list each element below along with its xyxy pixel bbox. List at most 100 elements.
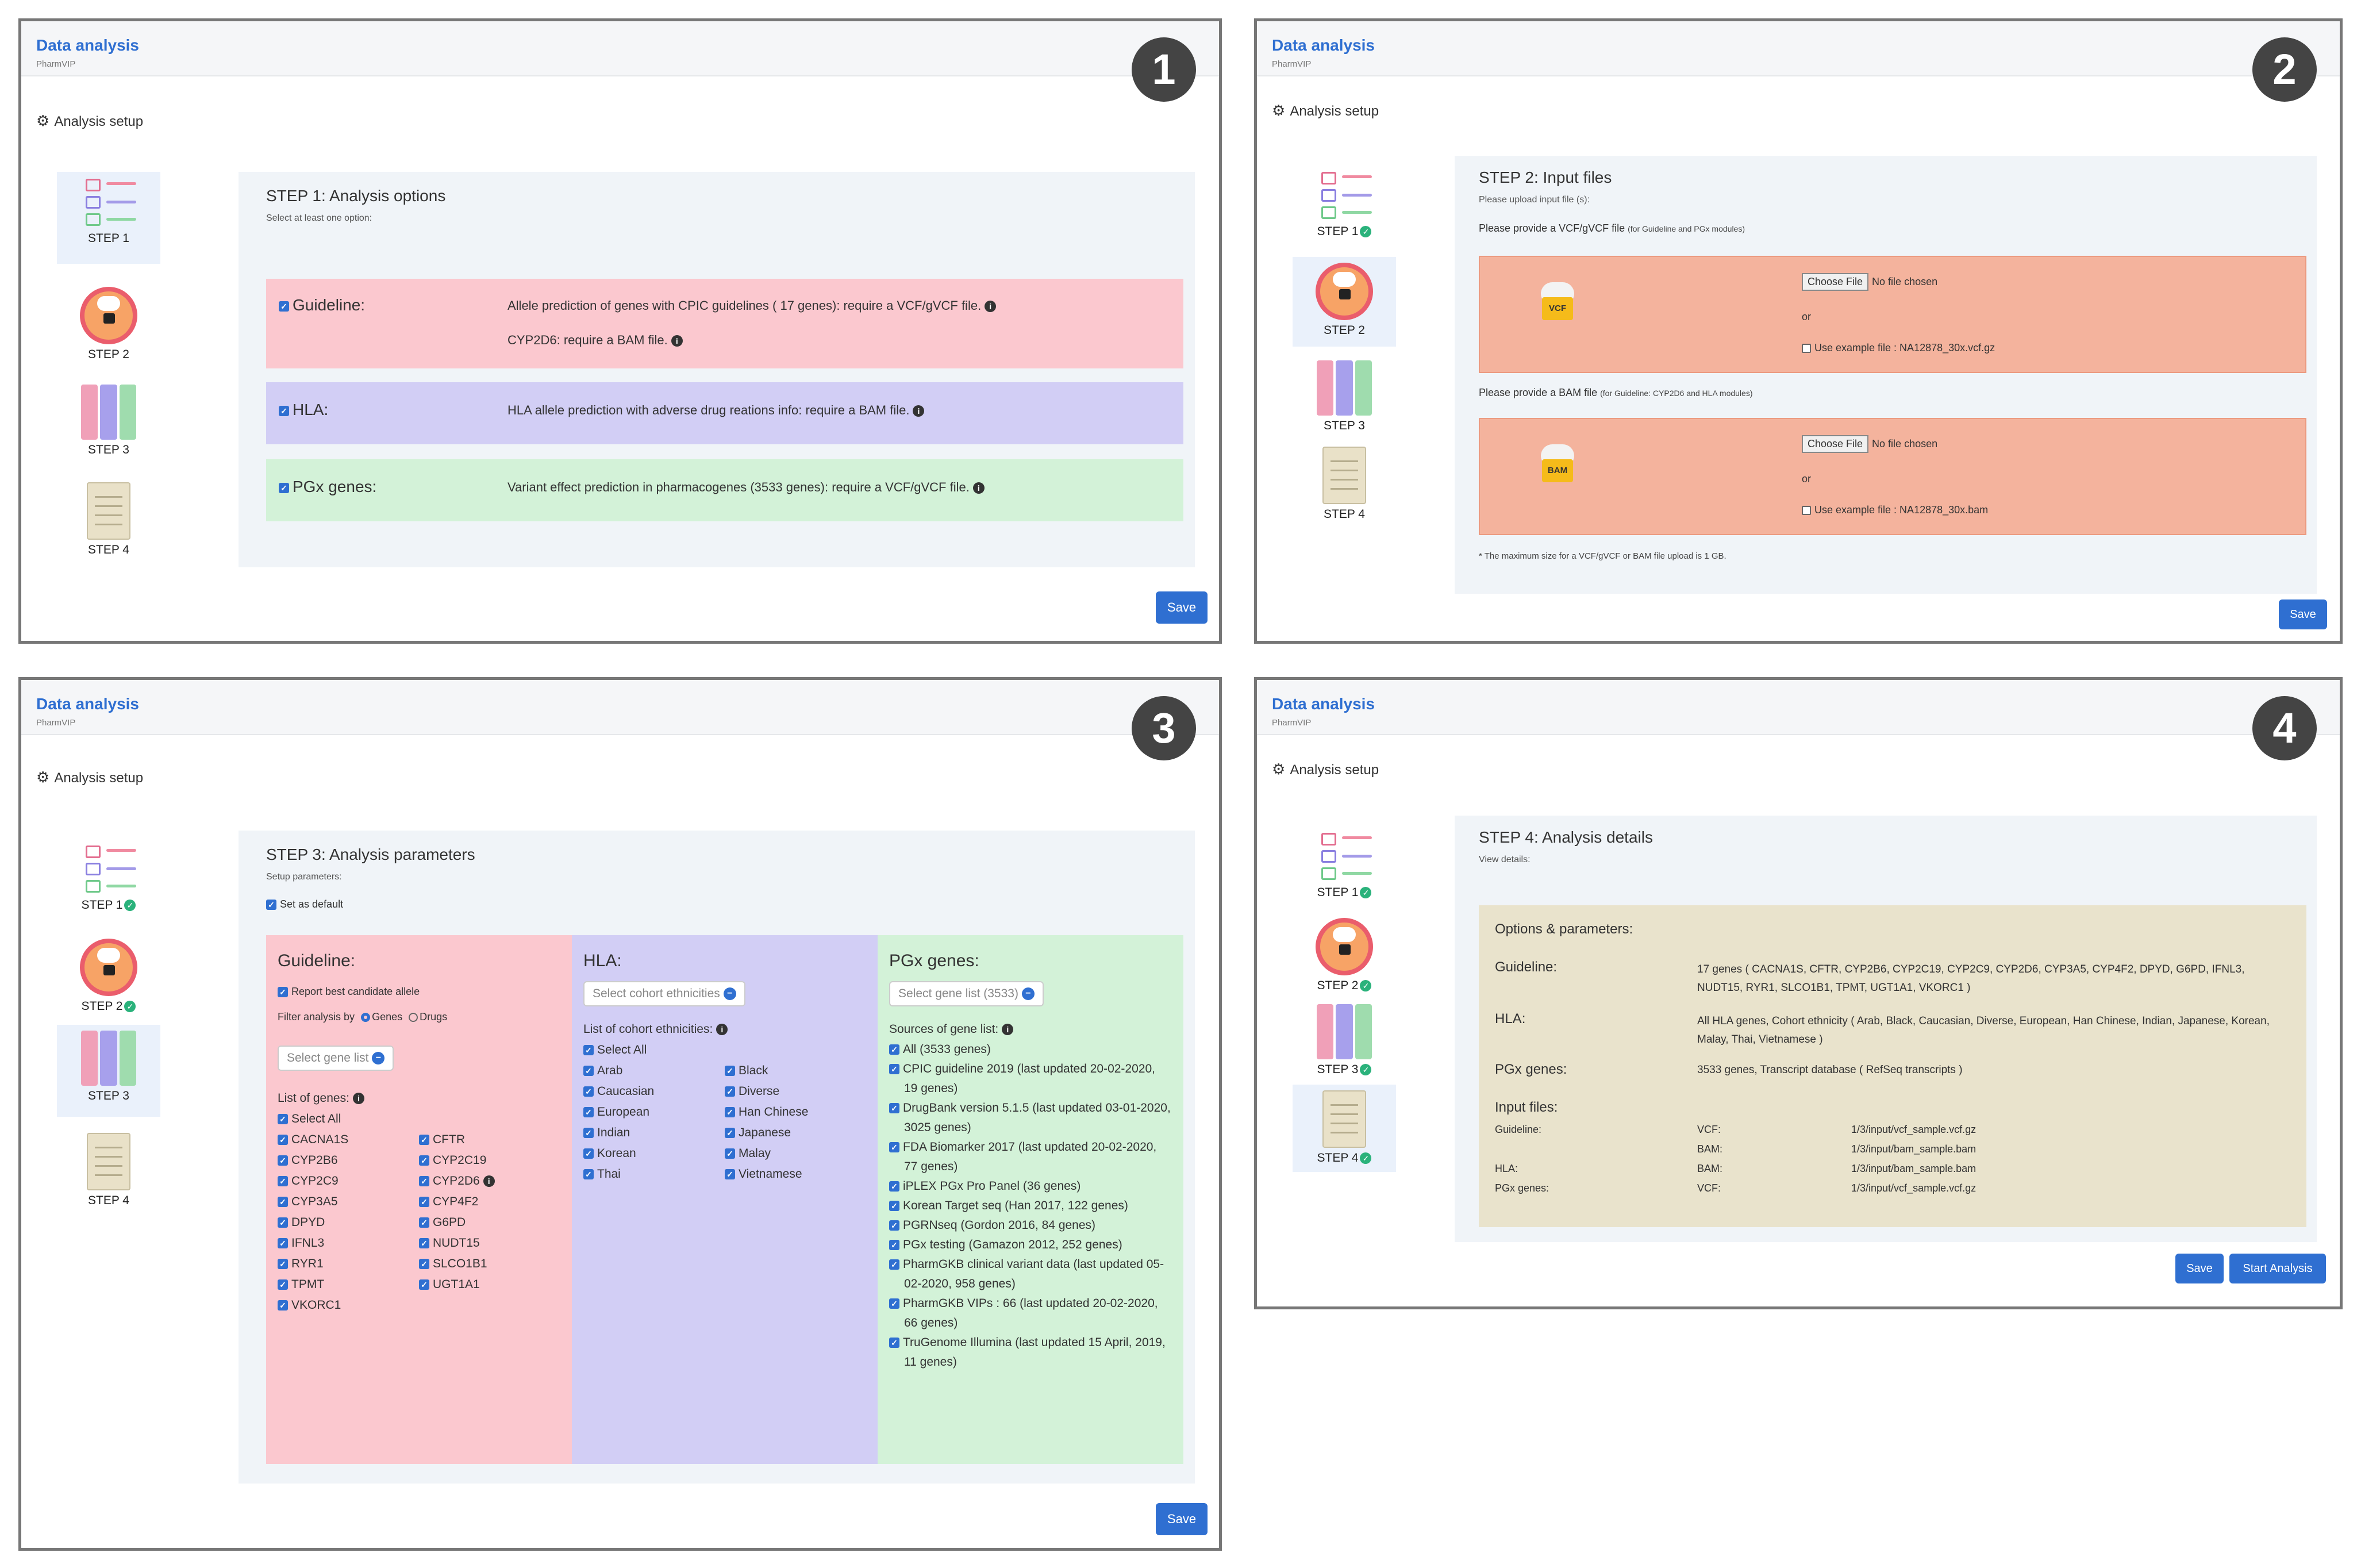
gene-checkbox[interactable]: ✓ SLCO1B1 <box>419 1254 560 1274</box>
gene-source-checkbox[interactable]: ✓ PharmGKB clinical variant data (last up… <box>889 1255 1172 1294</box>
info-icon[interactable]: i <box>352 1093 364 1105</box>
info-icon[interactable]: i <box>671 335 683 347</box>
checkbox-checked-icon[interactable]: ✓ <box>725 1169 735 1180</box>
checkbox-checked-icon[interactable]: ✓ <box>419 1259 429 1270</box>
gene-source-checkbox[interactable]: ✓ PGRNseq (Gordon 2016, 84 genes) <box>889 1216 1172 1235</box>
vcf-example-option[interactable]: Use example file : NA12878_30x.vcf.gz <box>1802 342 1995 354</box>
ethnicity-checkbox[interactable]: ✓ Arab <box>583 1060 725 1081</box>
save-button[interactable]: Save <box>2279 599 2327 629</box>
gene-checkbox[interactable]: ✓ CYP2C19 <box>419 1150 560 1171</box>
checkbox-checked-icon[interactable]: ✓ <box>583 1169 594 1180</box>
gene-checkbox[interactable]: ✓ CYP2C9 <box>278 1171 419 1192</box>
page-title[interactable]: Data analysis <box>36 695 139 713</box>
gene-source-checkbox[interactable]: ✓ CPIC guideline 2019 (last updated 20-02… <box>889 1059 1172 1098</box>
info-icon[interactable]: i <box>913 405 925 417</box>
gene-checkbox[interactable]: ✓ CYP2B6 <box>278 1150 419 1171</box>
checkbox-checked-icon[interactable]: ✓ <box>889 1298 899 1309</box>
vcf-file-input[interactable]: Choose File No file chosen <box>1802 273 1937 291</box>
select-ethnicities-button[interactable]: Select cohort ethnicities − <box>583 981 745 1006</box>
info-icon[interactable]: i <box>716 1024 728 1036</box>
gene-checkbox[interactable]: ✓ CYP4F2 <box>419 1192 560 1212</box>
ethnicity-checkbox[interactable]: ✓ European <box>583 1102 725 1123</box>
save-button[interactable]: Save <box>1156 591 1208 624</box>
info-icon[interactable]: i <box>483 1175 495 1187</box>
checkbox-checked-icon[interactable]: ✓ <box>725 1107 735 1118</box>
step-nav-3[interactable]: STEP 3 <box>1293 355 1396 441</box>
checkbox-checked-icon[interactable]: ✓ <box>889 1142 899 1153</box>
checkbox-checked-icon[interactable]: ✓ <box>419 1197 429 1208</box>
gene-checkbox[interactable]: ✓ G6PD <box>419 1212 560 1233</box>
checkbox-checked-icon[interactable]: ✓ <box>419 1217 429 1228</box>
select-pgx-gene-list-button[interactable]: Select gene list (3533) − <box>889 981 1044 1006</box>
gene-source-checkbox[interactable]: ✓ PGx testing (Gamazon 2012, 252 genes) <box>889 1235 1172 1255</box>
checkbox-checked-icon[interactable]: ✓ <box>889 1181 899 1192</box>
save-button[interactable]: Save <box>1156 1503 1208 1535</box>
ethnicity-checkbox[interactable]: ✓ Malay <box>725 1143 866 1164</box>
ethnicity-checkbox[interactable]: ✓ Thai <box>583 1164 725 1185</box>
option-pgx[interactable]: ✓ PGx genes: Variant effect prediction in… <box>266 459 1183 521</box>
save-button[interactable]: Save <box>2175 1254 2224 1283</box>
step-nav-1[interactable]: STEP 1 ✓ <box>57 839 160 925</box>
ethnicity-select-all[interactable]: ✓ Select All <box>583 1040 866 1060</box>
checkbox-checked-icon[interactable]: ✓ <box>278 1217 288 1228</box>
step-nav-3[interactable]: STEP 3 <box>57 1025 160 1117</box>
checkbox-checked-icon[interactable]: ✓ <box>889 1220 899 1231</box>
gene-select-all[interactable]: ✓ Select All <box>278 1109 560 1129</box>
info-icon[interactable]: i <box>972 482 985 494</box>
checkbox-checked-icon[interactable]: ✓ <box>889 1240 899 1251</box>
checkbox-unchecked-icon[interactable] <box>1802 506 1811 516</box>
checkbox-checked-icon[interactable]: ✓ <box>279 301 289 312</box>
gene-checkbox[interactable]: ✓ NUDT15 <box>419 1233 560 1254</box>
checkbox-checked-icon[interactable]: ✓ <box>725 1086 735 1097</box>
gene-source-checkbox[interactable]: ✓ TruGenome Illumina (last updated 15 Apr… <box>889 1333 1172 1372</box>
ethnicity-checkbox[interactable]: ✓ Diverse <box>725 1081 866 1102</box>
info-icon[interactable]: i <box>985 301 997 313</box>
ethnicity-checkbox[interactable]: ✓ Indian <box>583 1123 725 1143</box>
radio-unselected-icon[interactable] <box>409 1013 418 1023</box>
checkbox-unchecked-icon[interactable] <box>1802 344 1811 353</box>
checkbox-checked-icon[interactable]: ✓ <box>583 1107 594 1118</box>
vcf-upload-area[interactable]: VCF Choose File No file chosen or Use exa… <box>1479 256 2306 373</box>
checkbox-checked-icon[interactable]: ✓ <box>419 1279 429 1290</box>
checkbox-checked-icon[interactable]: ✓ <box>889 1259 899 1270</box>
gene-checkbox[interactable]: ✓ CACNA1S <box>278 1129 419 1150</box>
step-nav-2[interactable]: STEP 2 <box>1293 257 1396 347</box>
gene-checkbox[interactable]: ✓ CYP3A5 <box>278 1192 419 1212</box>
ethnicity-checkbox[interactable]: ✓ Japanese <box>725 1123 866 1143</box>
ethnicity-checkbox[interactable]: ✓ Korean <box>583 1143 725 1164</box>
gene-source-checkbox[interactable]: ✓ Korean Target seq (Han 2017, 122 genes) <box>889 1196 1172 1216</box>
checkbox-checked-icon[interactable]: ✓ <box>889 1064 899 1075</box>
step-nav-2[interactable]: STEP 2 ✓ <box>1293 912 1396 998</box>
step-nav-1[interactable]: STEP 1 <box>57 172 160 264</box>
gene-checkbox[interactable]: ✓ UGT1A1 <box>419 1274 560 1295</box>
step-nav-4[interactable]: STEP 4 <box>57 476 160 568</box>
gene-checkbox[interactable]: ✓ DPYD <box>278 1212 419 1233</box>
checkbox-checked-icon[interactable]: ✓ <box>279 405 289 416</box>
checkbox-checked-icon[interactable]: ✓ <box>889 1044 899 1055</box>
step-nav-3[interactable]: STEP 3 <box>57 379 160 471</box>
gene-source-checkbox[interactable]: ✓ DrugBank version 5.1.5 (last updated 03… <box>889 1098 1172 1137</box>
checkbox-checked-icon[interactable]: ✓ <box>278 1300 288 1311</box>
choose-file-button[interactable]: Choose File <box>1802 435 1869 453</box>
step-nav-2[interactable]: STEP 2 <box>57 281 160 373</box>
page-title[interactable]: Data analysis <box>1272 36 1375 54</box>
checkbox-checked-icon[interactable]: ✓ <box>583 1086 594 1097</box>
option-guideline[interactable]: ✓ Guideline: Allele prediction of genes w… <box>266 279 1183 368</box>
select-ethnicities-dropdown[interactable]: Select cohort ethnicities − <box>583 981 866 1006</box>
checkbox-checked-icon[interactable]: ✓ <box>583 1148 594 1159</box>
checkbox-checked-icon[interactable]: ✓ <box>583 1128 594 1139</box>
option-pgx-label[interactable]: ✓ PGx genes: <box>279 478 376 496</box>
step-nav-4[interactable]: STEP 4 <box>1293 441 1396 527</box>
ethnicity-checkbox[interactable]: ✓ Black <box>725 1060 866 1081</box>
ethnicity-checkbox[interactable]: ✓ Vietnamese <box>725 1164 866 1185</box>
bam-file-input[interactable]: Choose File No file chosen <box>1802 435 1937 453</box>
select-pgx-gene-list-dropdown[interactable]: Select gene list (3533) − <box>889 981 1172 1006</box>
checkbox-checked-icon[interactable]: ✓ <box>278 1238 288 1249</box>
checkbox-checked-icon[interactable]: ✓ <box>419 1238 429 1249</box>
checkbox-checked-icon[interactable]: ✓ <box>278 1155 288 1166</box>
step-nav-2[interactable]: STEP 2 ✓ <box>57 933 160 1019</box>
gene-source-checkbox[interactable]: ✓ PharmGKB VIPs : 66 (last updated 20-02-… <box>889 1294 1172 1333</box>
gene-checkbox[interactable]: ✓ VKORC1 <box>278 1295 419 1316</box>
option-hla-label[interactable]: ✓ HLA: <box>279 401 328 419</box>
step-nav-1[interactable]: STEP 1 ✓ <box>1293 826 1396 912</box>
